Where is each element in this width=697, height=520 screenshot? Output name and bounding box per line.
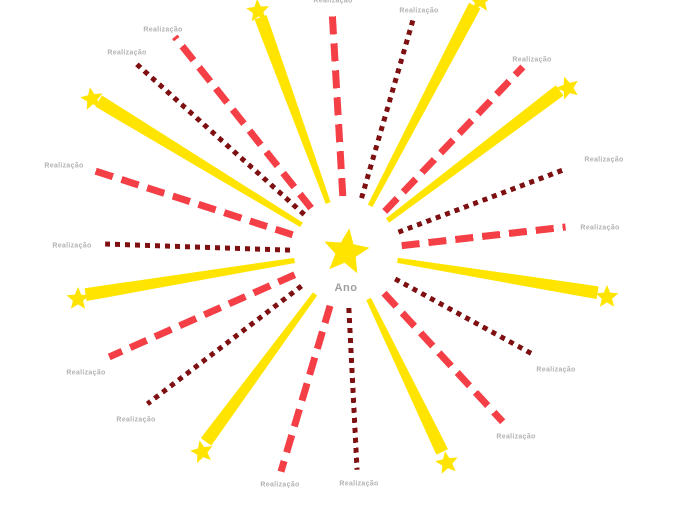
star-icon bbox=[595, 285, 619, 307]
ray-solid-4 bbox=[364, 3, 480, 209]
ray-label: Realização bbox=[260, 481, 300, 489]
ray-dashed-8 bbox=[172, 34, 314, 211]
ray-label: Realização bbox=[44, 162, 84, 170]
ray-label: Realização bbox=[536, 366, 576, 374]
ray-label: Realização bbox=[496, 433, 536, 441]
ray-dotted-21 bbox=[393, 276, 535, 357]
ray-dashed-0 bbox=[401, 223, 566, 250]
ray-label: Realização bbox=[584, 156, 624, 164]
ray-label: Realização bbox=[107, 49, 147, 57]
ray-label: Realização bbox=[512, 56, 552, 64]
ray-label: Realização bbox=[143, 26, 183, 34]
ray-label: Realização bbox=[399, 7, 439, 15]
ray-dotted-1 bbox=[397, 167, 564, 235]
ray-dashed-6 bbox=[328, 9, 347, 197]
ray-label: Realização bbox=[313, 0, 353, 5]
center-star-icon bbox=[324, 228, 370, 274]
ray-solid-13 bbox=[84, 254, 295, 301]
ray-dotted-12 bbox=[105, 241, 291, 253]
ray-label: Realização bbox=[66, 369, 106, 377]
ray-label: Realização bbox=[52, 242, 92, 250]
star-icon bbox=[435, 451, 458, 474]
ray-label: Realização bbox=[116, 416, 156, 424]
ray-dotted-18 bbox=[346, 307, 360, 470]
ray-label: Realização bbox=[580, 224, 620, 232]
center-label: Ano bbox=[334, 282, 358, 294]
ray-label: Realização bbox=[339, 480, 379, 488]
